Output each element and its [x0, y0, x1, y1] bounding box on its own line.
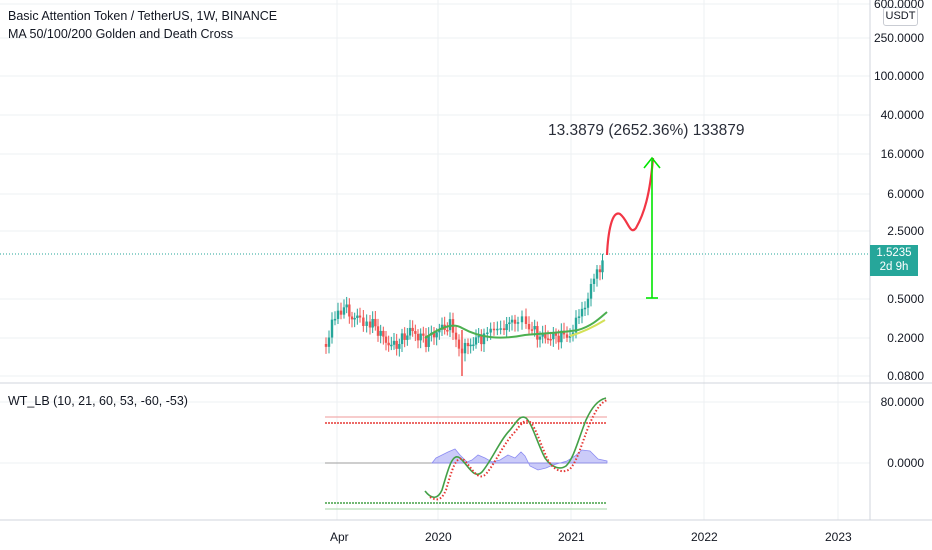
- current-price-value: 1.5235: [876, 247, 912, 259]
- currency-button[interactable]: USDT: [883, 7, 918, 26]
- ma-yellow-line: [569, 319, 606, 337]
- osc-axis-label: 80.0000: [880, 395, 924, 409]
- measure-arrow[interactable]: [643, 156, 661, 299]
- price-axis-label: 600.0000: [873, 0, 924, 11]
- oscillator-area: [431, 448, 608, 471]
- price-axis-label: 0.0800: [887, 369, 924, 383]
- price-axis-label: 6.0000: [887, 187, 924, 201]
- wave-red-line: [429, 399, 608, 501]
- price-axis-label: 16.0000: [880, 147, 924, 161]
- time-axis-label: 2022: [691, 530, 718, 544]
- time-axis-label: 2021: [558, 530, 585, 544]
- candlestick-series: [324, 253, 604, 376]
- price-axis-label: 0.2000: [887, 331, 924, 345]
- measure-annotation: 13.3879 (2652.36%) 133879: [548, 122, 745, 139]
- price-axis-label: 100.0000: [873, 69, 924, 83]
- oscillator-label[interactable]: WT_LB (10, 21, 60, 53, -60, -53): [8, 394, 188, 408]
- indicator-label[interactable]: MA 50/100/200 Golden and Death Cross: [8, 27, 234, 41]
- time-axis-label: Apr: [330, 530, 349, 544]
- time-axis-label: 2023: [825, 530, 852, 544]
- price-axis-label: 250.0000: [873, 31, 924, 45]
- osc-axis-label: 0.0000: [887, 456, 924, 470]
- bar-countdown: 2d 9h: [879, 261, 909, 273]
- projection-path: [605, 157, 655, 256]
- wave-green-line: [424, 397, 607, 499]
- price-axis-label: 2.5000: [887, 224, 924, 238]
- time-axis-label: 2020: [425, 530, 452, 544]
- price-axis-label: 0.5000: [887, 292, 924, 306]
- ma-green-line: [424, 311, 608, 339]
- chart-title[interactable]: Basic Attention Token / TetherUS, 1W, BI…: [8, 9, 278, 23]
- current-price-tag: 1.5235 2d 9h: [870, 245, 918, 276]
- price-axis-label: 40.0000: [880, 108, 924, 122]
